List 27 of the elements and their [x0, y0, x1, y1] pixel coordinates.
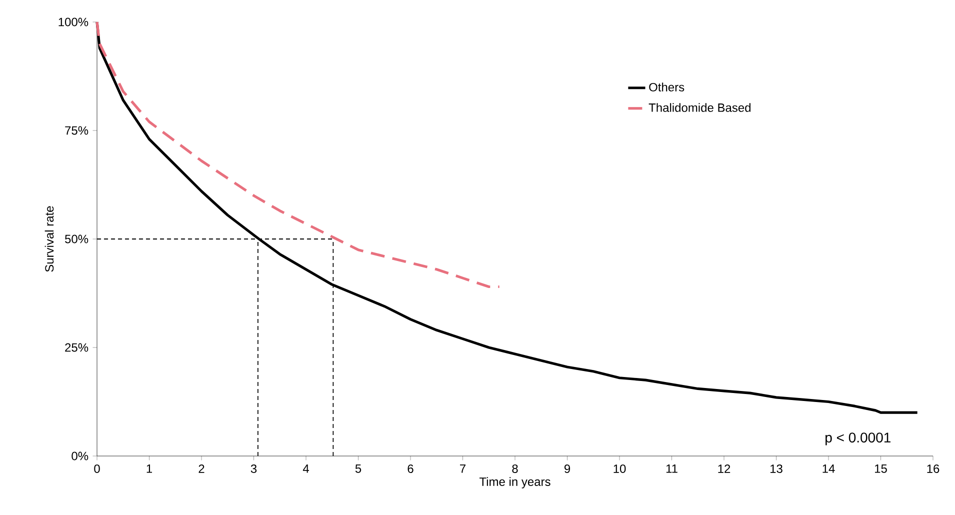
y-tick-label: 0%	[72, 452, 88, 460]
y-tick-label: 75%	[65, 126, 88, 135]
x-tick-label: 2	[198, 464, 204, 473]
x-tick-label: 9	[564, 464, 570, 473]
x-tick-label: 7	[460, 464, 466, 473]
y-tick-label: 50%	[65, 234, 88, 244]
y-tick-label: 100%	[58, 18, 88, 26]
x-tick-label: 3	[250, 464, 257, 473]
x-axis-title: Time in years	[479, 477, 550, 488]
x-tick-label: 8	[512, 464, 518, 473]
x-tick-label: 10	[614, 464, 626, 473]
x-tick-label: 12	[718, 464, 730, 473]
x-tick-label: 0	[94, 464, 100, 473]
x-tick-label: 4	[302, 464, 309, 473]
legend-label: Thalidomide Based	[648, 103, 750, 112]
x-tick-label: 16	[927, 464, 940, 473]
legend-label: Others	[649, 82, 684, 92]
x-tick-label: 6	[408, 464, 414, 473]
annotation: p < 0.0001	[826, 432, 890, 446]
x-tick-label: 14	[822, 464, 835, 473]
x-tick-label: 11	[666, 464, 678, 473]
x-tick-label: 1	[146, 464, 152, 473]
y-axis-title: Survival rate	[44, 206, 54, 272]
x-tick-label: 15	[874, 464, 887, 473]
x-tick-label: 5	[355, 464, 362, 473]
y-tick-label: 25%	[65, 343, 88, 352]
x-tick-label: 13	[770, 464, 782, 473]
